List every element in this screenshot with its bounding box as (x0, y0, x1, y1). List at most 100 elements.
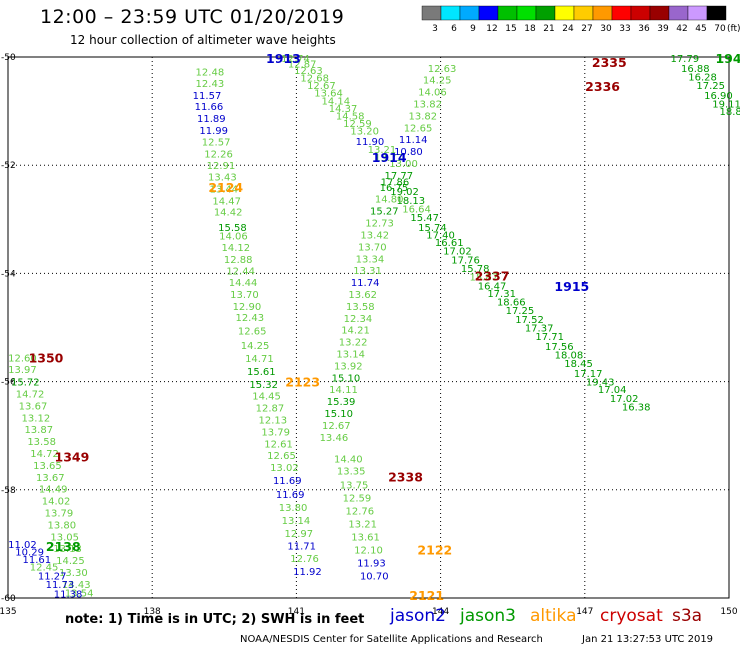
swh-value-label: 11.38 (54, 590, 83, 601)
swh-value-label: 13.80 (279, 503, 308, 514)
swh-value-label: 14.47 (212, 196, 241, 207)
swh-value-label: 13.75 (340, 480, 369, 491)
colorbar-tick-label: 33 (619, 24, 630, 34)
swh-value-label: 14.25 (241, 341, 270, 352)
swh-value-label: 10.70 (360, 571, 389, 582)
swh-value-label: 11.57 (193, 91, 222, 102)
swh-value-label: 13.43 (208, 173, 237, 184)
colorbar-swatch (611, 5, 632, 21)
swh-value-label: 12.90 (233, 302, 262, 313)
swh-value-label: 17.71 (535, 332, 564, 343)
swh-value-label: 12.57 (202, 137, 231, 148)
swh-value-label: 13.54 (65, 589, 94, 600)
swh-value-label: 13.42 (360, 230, 389, 241)
swh-value-label: 13.35 (337, 466, 366, 477)
swh-value-label: 18.66 (497, 298, 526, 309)
swh-value-label: 17.25 (696, 81, 725, 92)
colorbar-swatch (687, 5, 708, 21)
swh-value-label: 13.58 (346, 302, 375, 313)
swh-value-label: 12.76 (346, 506, 375, 517)
legend-jason2: jason2 (390, 606, 446, 626)
swh-value-label: 14.58 (336, 111, 365, 122)
swh-value-label: 14.06 (418, 88, 447, 99)
swh-value-label: 14.25 (423, 76, 452, 87)
colorbar-swatch (554, 5, 575, 21)
colorbar-tick-label: 42 (676, 24, 687, 34)
swh-value-label: 11.71 (287, 542, 316, 553)
swh-value-label: 17.52 (515, 315, 544, 326)
colorbar-swatch (440, 5, 461, 21)
lon-tick-label: 138 (144, 607, 161, 617)
swh-value-label: 12.44 (226, 267, 255, 278)
colorbar-tick-label: 27 (581, 24, 592, 34)
swh-value-label: 12.65 (404, 123, 433, 134)
colorbar-swatch (497, 5, 518, 21)
swh-value-label: 11.02 (8, 540, 37, 551)
swh-value-label: 11.69 (276, 490, 305, 501)
pass-id-label: 2338 (388, 469, 423, 484)
swh-value-label: 11.61 (23, 555, 52, 566)
swh-value-label: 13.22 (339, 338, 368, 349)
swh-value-label: 14.37 (329, 104, 358, 115)
swh-value-label: 17.02 (610, 394, 639, 405)
swh-value-label: 13.77 (374, 153, 403, 164)
swh-value-label: 17.17 (574, 369, 603, 380)
swh-value-label: 18.83 (719, 107, 740, 118)
swh-value-label: 13.20 (350, 127, 379, 138)
swh-value-label: 14.11 (329, 385, 358, 396)
swh-value-label: 12.26 (204, 149, 233, 160)
swh-value-label: 11.66 (195, 102, 224, 113)
swh-value-label: 14.40 (334, 454, 363, 465)
swh-value-label: 12.88 (224, 255, 253, 266)
swh-value-label: 17.76 (451, 255, 480, 266)
colorbar-tick-label: 6 (451, 24, 457, 34)
swh-value-label: 13.46 (320, 433, 349, 444)
swh-value-label: 13.82 (408, 111, 437, 122)
swh-value-label: 11.14 (399, 135, 428, 146)
swh-value-label: 13.70 (230, 290, 259, 301)
colorbar-swatch (421, 5, 442, 21)
pass-id-label: 2336 (585, 79, 620, 94)
colorbar-tick-label: 21 (543, 24, 554, 34)
lon-tick-label: 150 (720, 607, 737, 617)
swh-value-label: 14.71 (245, 354, 274, 365)
pass-id-label: 2122 (417, 542, 452, 557)
swh-value-label: 13.67 (36, 473, 65, 484)
swh-value-label: 15.87 (470, 273, 499, 284)
swh-value-label: 11.92 (293, 567, 322, 578)
pass-id-label: 2138 (46, 539, 81, 554)
swh-value-label: 15.32 (249, 380, 278, 391)
legend-cryosat: cryosat (600, 606, 663, 626)
lon-tick-label: 135 (0, 607, 17, 617)
colorbar-tick-label: 15 (505, 24, 516, 34)
swh-value-label: 14.25 (56, 556, 85, 567)
swh-value-label: 14.49 (39, 485, 68, 496)
colorbar-tick-label: 36 (638, 24, 650, 34)
colorbar-tick-label: 3 (432, 24, 438, 34)
colorbar-tick-label: 24 (562, 24, 574, 34)
swh-value-label: 19.11 (712, 100, 740, 111)
swh-value-label: 13.12 (22, 413, 51, 424)
colorbar-swatch (630, 5, 651, 21)
swh-value-label: 14.06 (219, 232, 248, 243)
colorbar-swatch (592, 5, 613, 21)
swh-value-label: 16.47 (478, 281, 507, 292)
swh-value-label: 12.43 (235, 313, 264, 324)
swh-value-label: 12.76 (290, 554, 319, 565)
lon-tick-label: 147 (576, 607, 593, 617)
swh-value-label: 16.90 (704, 91, 733, 102)
map-title: 12:00 – 23:59 UTC 01/20/2019 (40, 6, 345, 28)
colorbar-tick-label: 30 (600, 24, 612, 34)
swh-value-label: 12.87 (256, 404, 285, 415)
swh-value-label: 13.30 (59, 568, 88, 579)
swh-value-label: 16.64 (402, 204, 431, 215)
swh-value-label: 11.89 (197, 114, 226, 125)
swh-value-label: 12.60 (8, 353, 37, 364)
swh-value-label: 13.79 (261, 427, 290, 438)
swh-value-label: 14.42 (214, 208, 243, 219)
colorbar-swatch (649, 5, 670, 21)
lat-tick-label: -52 (1, 161, 16, 171)
note-text: note: 1) Time is in UTC; 2) SWH is in fe… (65, 612, 365, 627)
pass-id-label: 2337 (475, 269, 510, 284)
swh-value-label: 13.44 (209, 184, 238, 195)
